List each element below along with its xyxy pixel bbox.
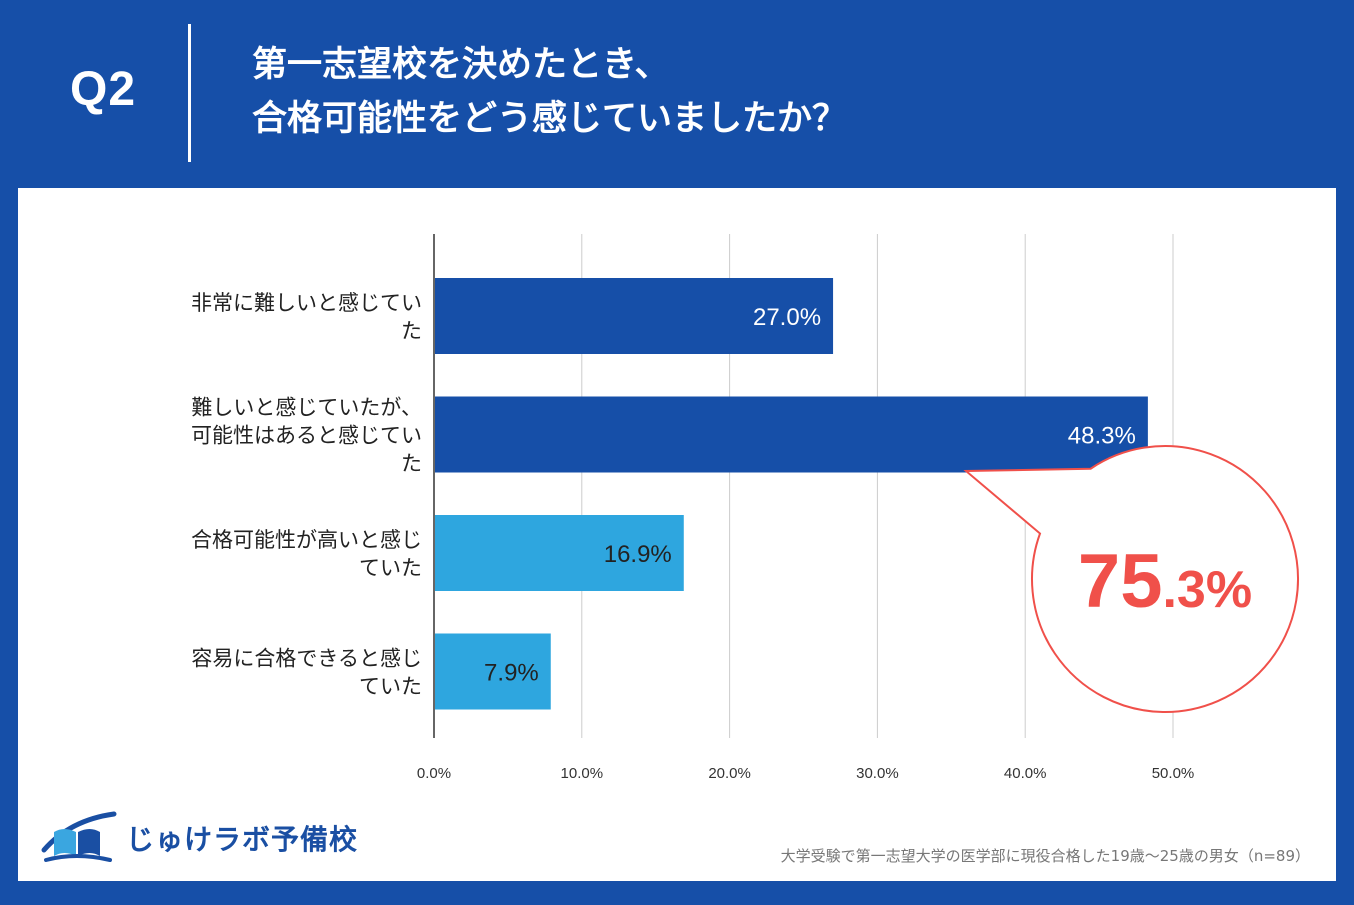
x-tick-label: 50.0% <box>1152 765 1195 782</box>
bar-value-label: 27.0% <box>753 304 821 331</box>
x-tick-label: 10.0% <box>561 765 604 782</box>
bar-value-label: 7.9% <box>484 660 539 687</box>
footnote: 大学受験で第一志望大学の医学部に現役合格した19歳〜25歳の男女（n=89） <box>780 847 1310 865</box>
category-label: 非常に難しいと感じていた <box>191 291 422 343</box>
category-label: 合格可能性が高いと感じていた <box>191 528 422 580</box>
bar <box>435 515 684 591</box>
callout-value: 75.3% <box>1078 539 1252 624</box>
category-label-line: ていた <box>359 556 422 580</box>
bar <box>435 396 1148 473</box>
open-book-icon <box>41 811 117 862</box>
category-label-line: 合格可能性が高いと感じ <box>191 528 422 552</box>
logo-text: じゅけラボ予備校 <box>126 823 359 856</box>
bar <box>435 278 834 354</box>
x-tick-label: 30.0% <box>856 765 899 782</box>
logo: じゅけラボ予備校 <box>40 810 358 866</box>
callout-value-integer: 75 <box>1078 539 1163 624</box>
chart-panel: 0.0% 10.0% 20.0% 30.0% 40.0% 50.0% 27.0% 非常に難しい… <box>18 188 1336 881</box>
category-label-line: た <box>401 452 422 476</box>
question-title: 第一志望校を決めたとき、 合格可能性をどう感じていましたか？ <box>252 38 847 146</box>
header: Q2 第一志望校を決めたとき、 合格可能性をどう感じていましたか？ <box>0 0 1354 188</box>
category-label: 難しいと感じていたが、可能性はあると感じていた <box>191 396 422 476</box>
category-label-line: 容易に合格できると感じ <box>191 647 422 671</box>
bar <box>435 633 551 710</box>
bar-value-label: 48.3% <box>1068 423 1136 450</box>
callout-bubble <box>963 445 1299 713</box>
x-tick-label: 40.0% <box>1004 765 1047 782</box>
category-label-line: 可能性はあると感じてい <box>191 424 422 448</box>
bar-chart: 0.0% 10.0% 20.0% 30.0% 40.0% 50.0% 27.0% 非常に難しい… <box>191 234 1299 782</box>
category-label-line: ていた <box>359 675 422 699</box>
question-number: Q2 <box>70 63 137 116</box>
question-title-line-2: 合格可能性をどう感じていましたか？ <box>252 99 848 139</box>
x-tick-label: 0.0% <box>417 765 451 782</box>
category-label-line: 非常に難しいと感じてい <box>191 291 422 315</box>
question-title-line-1: 第一志望校を決めたとき、 <box>252 45 670 85</box>
category-label-line: た <box>401 319 422 343</box>
category-label: 容易に合格できると感じていた <box>191 647 422 699</box>
category-label-line: 難しいと感じていたが、 <box>191 396 422 420</box>
header-divider <box>188 24 191 162</box>
callout-value-decimal: .3% <box>1162 561 1252 619</box>
x-tick-label: 20.0% <box>708 765 751 782</box>
bar-value-label: 16.9% <box>604 541 672 568</box>
